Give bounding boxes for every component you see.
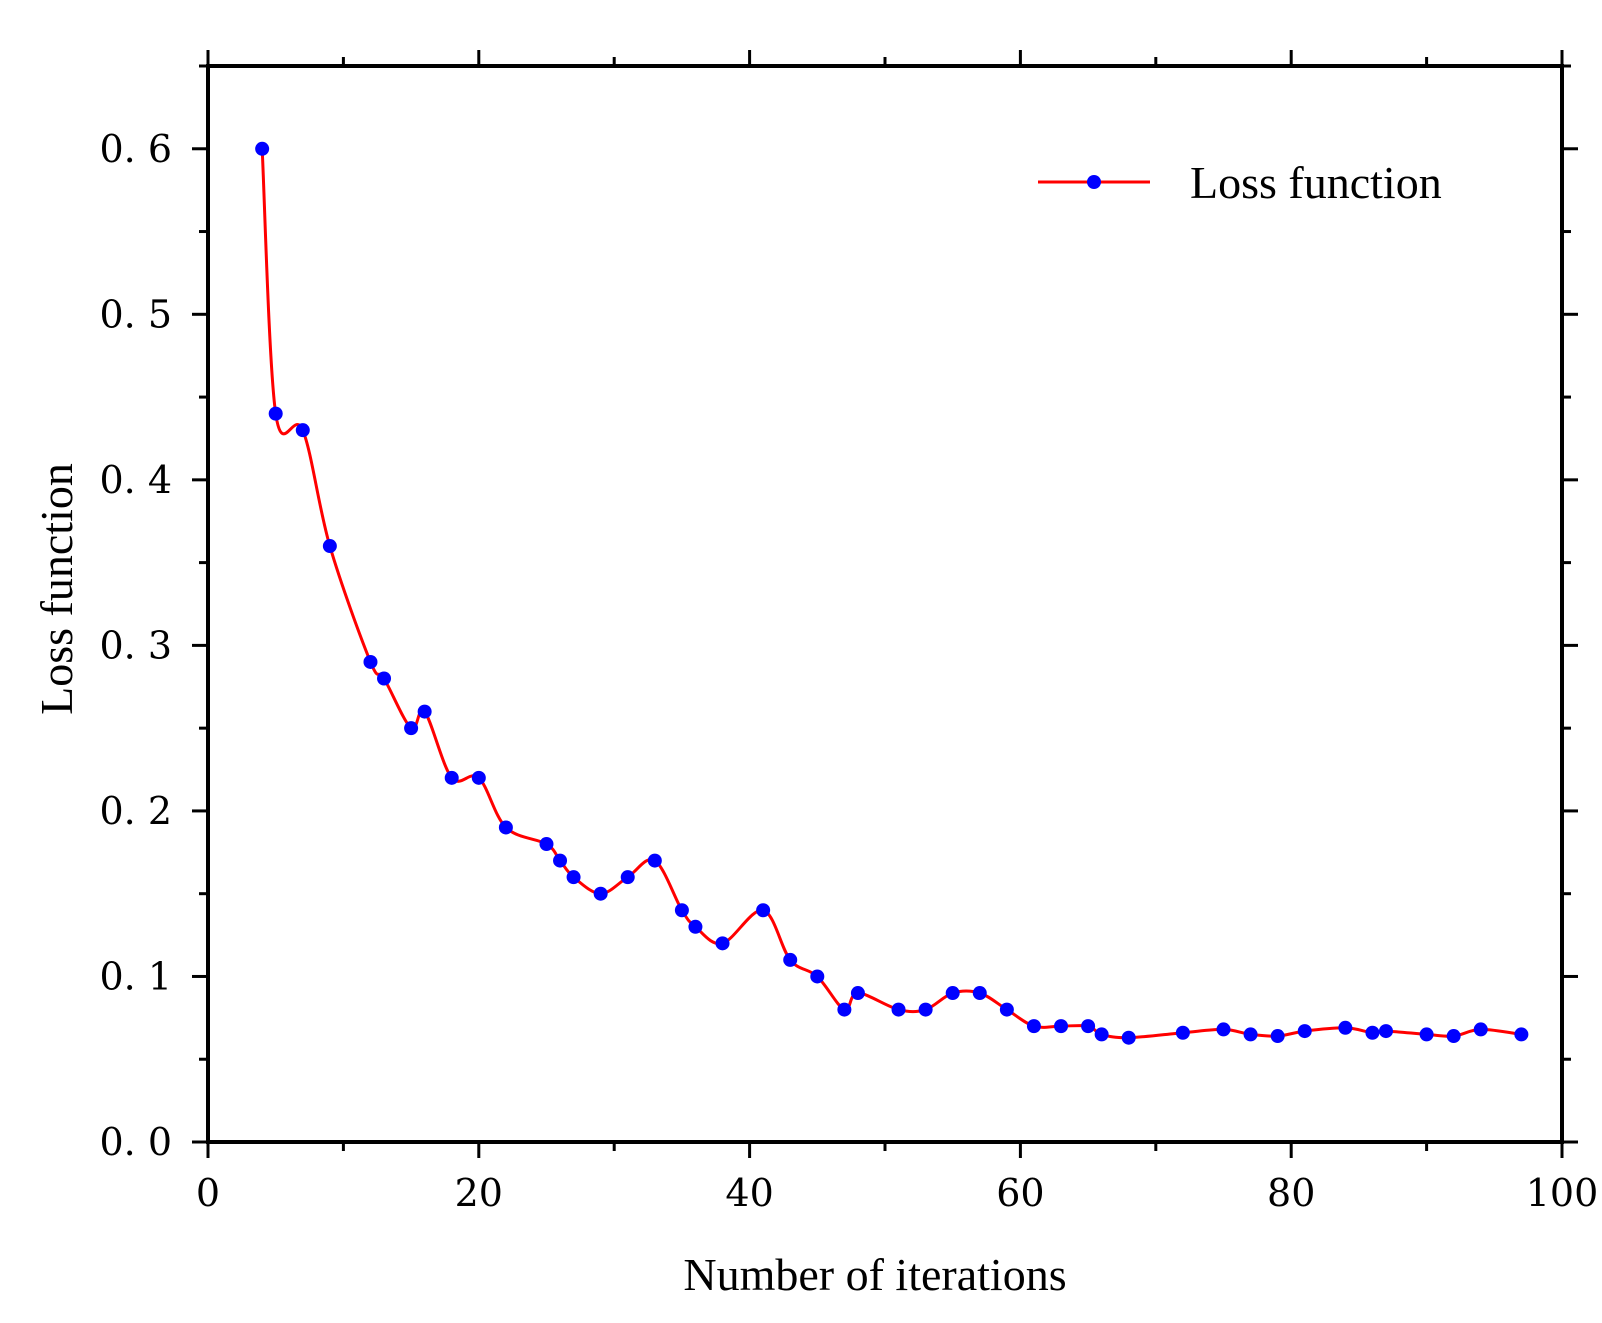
data-point [918, 1002, 933, 1017]
data-point [444, 770, 459, 785]
loss-curve [260, 148, 1522, 1040]
x-tick-label: 0 [196, 1171, 220, 1215]
data-point [999, 1002, 1014, 1017]
y-tick-label: 0. 5 [99, 292, 172, 336]
data-point [417, 704, 432, 719]
plot-area [255, 141, 1529, 1045]
y-tick-label: 0. 0 [99, 1120, 172, 1164]
data-point [837, 1002, 852, 1017]
data-point [850, 986, 865, 1001]
data-point [1121, 1030, 1136, 1045]
legend-label: Loss function [1190, 157, 1442, 208]
data-point [1270, 1029, 1285, 1044]
legend: Loss function [1038, 157, 1442, 208]
data-point [1338, 1020, 1353, 1035]
x-tick-label: 20 [455, 1171, 503, 1215]
data-point [810, 969, 825, 984]
data-point [674, 903, 689, 918]
data-point [972, 986, 987, 1001]
data-point [715, 936, 730, 951]
data-point [593, 886, 608, 901]
data-point [756, 903, 771, 918]
data-point [1419, 1027, 1434, 1042]
data-point [553, 853, 568, 868]
data-point [295, 423, 310, 438]
data-point [1054, 1019, 1069, 1034]
data-point [1514, 1027, 1529, 1042]
x-tick-label: 60 [996, 1171, 1044, 1215]
y-axis-title: Loss function [31, 463, 82, 715]
data-point [620, 870, 635, 885]
data-point [377, 671, 392, 686]
data-point [1081, 1019, 1096, 1034]
data-point [945, 986, 960, 1001]
x-tick-label: 40 [725, 1171, 773, 1215]
data-point [647, 853, 662, 868]
data-point [1094, 1027, 1109, 1042]
data-point [322, 539, 337, 554]
data-point [1297, 1024, 1312, 1039]
data-point [1026, 1019, 1041, 1034]
data-point [1473, 1022, 1488, 1037]
data-point [255, 141, 270, 156]
data-point [1175, 1025, 1190, 1040]
data-point [1446, 1029, 1461, 1044]
plot-frame [206, 64, 1564, 1144]
data-point [471, 770, 486, 785]
data-point [1378, 1024, 1393, 1039]
data-point [688, 919, 703, 934]
data-point [1216, 1022, 1231, 1037]
data-point [404, 721, 419, 736]
data-point [891, 1002, 906, 1017]
x-tick-label: 80 [1267, 1171, 1315, 1215]
data-point [498, 820, 513, 835]
y-tick-label: 0. 2 [99, 789, 172, 833]
data-point [539, 837, 554, 852]
y-tick-label: 0. 3 [99, 623, 172, 667]
y-tick-label: 0. 1 [99, 954, 172, 998]
x-tick-label: 100 [1526, 1171, 1599, 1215]
data-point [1243, 1027, 1258, 1042]
data-point [783, 952, 798, 967]
y-tick-label: 0. 6 [99, 127, 172, 171]
data-point [1365, 1025, 1380, 1040]
data-point [363, 654, 378, 669]
x-axis-title: Number of iterations [683, 1249, 1066, 1300]
y-tick-label: 0. 4 [99, 458, 172, 502]
axes: 0 20 40 60 80 100 0. 0 0. 1 0. 2 0. 3 0. 4 0. 5 0. 6… [31, 50, 1598, 1300]
data-point [566, 870, 581, 885]
legend-marker [1087, 175, 1101, 189]
data-point [268, 406, 283, 421]
